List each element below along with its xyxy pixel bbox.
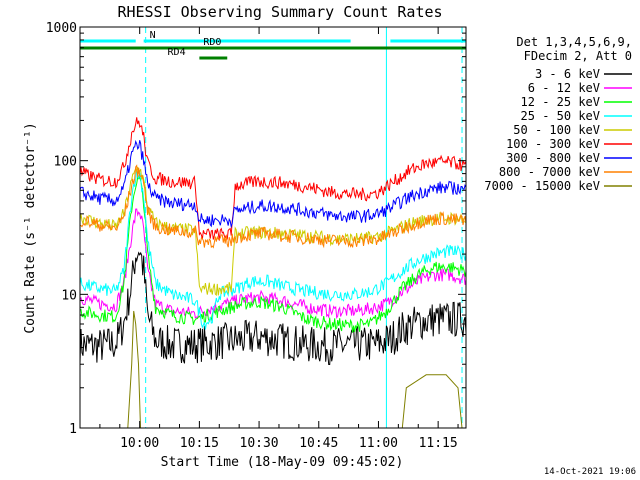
series-line-7 [79,164,467,249]
legend-label-0: 3 - 6 keV [535,67,600,81]
y-tick-label-0: 1 [69,422,77,437]
legend-label-3: 25 - 50 keV [521,109,600,123]
chart-title: RHESSI Observing Summary Count Rates [117,3,442,21]
series-line-2 [79,176,467,333]
x-tick-label-1: 10:15 [180,436,219,451]
plot-annotations: N RD0 RD4 [80,30,466,60]
x-axis-label: Start Time (18-May-09 09:45:02) [161,455,404,470]
y-tick-label-2: 100 [54,155,77,170]
legend-label-5: 100 - 300 keV [506,137,600,151]
x-tick-label-3: 10:45 [299,436,338,451]
legend-header-line-2: FDecim 2, Att 0 [524,49,632,63]
annotation-label-rd0: RD0 [203,37,221,48]
annotation-label-rd4: RD4 [168,47,186,58]
plot-frame [79,26,467,429]
x-tick-label-4: 11:00 [359,436,398,451]
series-line-0 [79,251,467,365]
x-tick-label-0: 10:00 [120,436,159,451]
legend-label-4: 50 - 100 keV [513,123,600,137]
legend-label-1: 6 - 12 keV [528,81,600,95]
series-line-6 [79,139,467,229]
series-line-5 [79,117,467,241]
legend-label-2: 12 - 25 keV [521,95,600,109]
plot-series [79,117,467,429]
x-tick-label-2: 10:30 [240,436,279,451]
x-tick-label-5: 11:15 [419,436,458,451]
legend: Det 1,3,4,5,6,9, FDecim 2, Att 0 3 - 6 k… [484,35,632,193]
legend-header-line-1: Det 1,3,4,5,6,9, [516,35,632,49]
footer-date: 14-Oct-2021 19:06 [544,467,636,477]
legend-label-6: 300 - 800 keV [506,151,600,165]
y-tick-label-3: 1000 [46,21,77,36]
x-axis-ticks: 10:00 10:15 10:30 10:45 11:00 11:15 [99,27,459,451]
series-line-8 [127,310,463,429]
series-line-3 [79,169,467,330]
legend-label-8: 7000 - 15000 keV [484,179,600,193]
y-tick-label-1: 10 [61,288,77,303]
y-axis-ticks: 1 10 100 1000 [46,21,466,437]
annotation-label-n: N [150,30,156,41]
legend-label-7: 800 - 7000 keV [499,165,600,179]
y-axis-label: Count Rate (s⁻¹ detector⁻¹) [23,122,38,333]
